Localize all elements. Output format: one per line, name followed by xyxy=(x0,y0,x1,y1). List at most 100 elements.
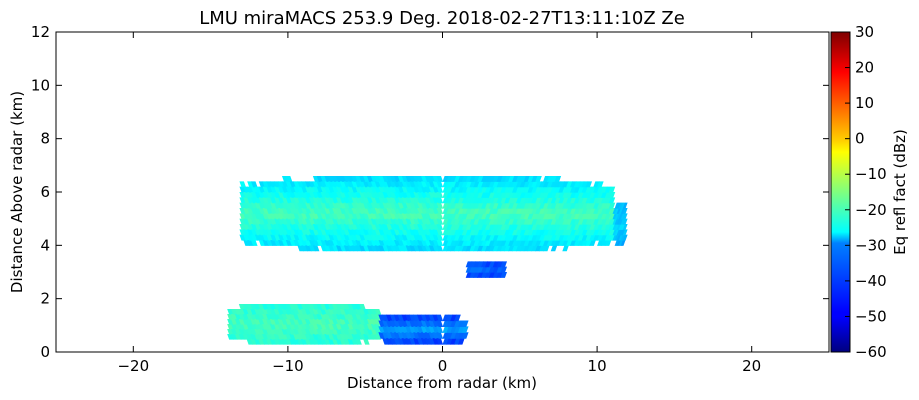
colorbar-tick-label: −30 xyxy=(855,236,887,254)
echo-cell xyxy=(436,245,444,252)
echo-cell xyxy=(420,326,428,333)
colorbar-tick-label: −10 xyxy=(855,165,887,183)
echo-cell xyxy=(616,240,622,246)
echo-cell xyxy=(389,314,397,322)
echo-cell xyxy=(413,326,420,333)
colorbar-tick-label: 30 xyxy=(855,23,874,41)
colorbar-label: Eq refl fact (dBz) xyxy=(891,129,909,255)
echo-cell xyxy=(622,202,628,209)
echo-cell xyxy=(450,338,457,345)
echo-layer xyxy=(227,176,628,345)
echo-cell xyxy=(432,320,440,327)
x-tick-label: −10 xyxy=(272,357,304,375)
echo-cell xyxy=(312,245,320,252)
echo-cell xyxy=(413,314,420,322)
echo-cell xyxy=(397,320,405,327)
echo-cell xyxy=(620,208,626,214)
echo-cell xyxy=(432,314,440,322)
echo-cell xyxy=(393,332,401,339)
colorbar-tick-label: −60 xyxy=(855,343,887,361)
colorbar xyxy=(830,31,851,353)
echo-cell xyxy=(417,314,424,322)
echo-cell xyxy=(612,218,618,225)
colorbar-tick-label: −20 xyxy=(855,201,887,219)
echo-cell xyxy=(355,339,362,345)
echo-cell xyxy=(612,208,618,214)
echo-cell xyxy=(401,338,409,345)
echo-cell xyxy=(363,339,370,345)
echo-cell xyxy=(618,240,624,246)
echo-cell xyxy=(622,224,628,230)
echo-cell xyxy=(428,332,436,339)
echo-cell xyxy=(446,320,454,327)
echo-cell xyxy=(616,202,622,209)
echo-cell xyxy=(618,213,624,220)
echo-cell xyxy=(382,338,389,345)
echo-cell xyxy=(405,338,413,345)
echo-cell xyxy=(454,314,461,322)
echo-cell xyxy=(393,338,401,345)
echo-cell xyxy=(618,229,624,236)
y-tick-label: 6 xyxy=(40,183,50,201)
echo-cell xyxy=(589,240,596,246)
x-axis-label: Distance from radar (km) xyxy=(347,374,537,392)
echo-cell xyxy=(616,224,622,230)
colorbar-tick-label: −40 xyxy=(855,272,887,290)
echo-cell xyxy=(436,224,444,230)
echo-cell xyxy=(442,338,450,345)
echo-cell xyxy=(618,218,624,225)
echo-cell xyxy=(597,181,604,188)
echo-cell xyxy=(618,234,624,241)
echo-cell xyxy=(614,213,620,220)
echo-cell xyxy=(622,229,628,236)
echo-cell xyxy=(618,208,624,214)
echo-cell xyxy=(424,332,432,339)
echo-cell xyxy=(397,314,405,322)
echo-cell xyxy=(436,229,444,236)
echo-cell xyxy=(614,202,620,209)
echo-cell xyxy=(622,213,628,220)
echo-cell xyxy=(436,202,444,209)
echo-cell xyxy=(417,326,424,333)
colorbar-axis: −60 −50 −40 −30 −20 −10 0 10 20 30 xyxy=(845,23,887,361)
echo-cell xyxy=(436,234,444,241)
echo-cell xyxy=(457,326,465,333)
echo-cell xyxy=(409,326,417,333)
echo-cell xyxy=(620,218,626,225)
echo-cell xyxy=(442,332,450,339)
echo-cell xyxy=(446,314,454,322)
echo-cell xyxy=(616,208,622,214)
echo-cell xyxy=(622,218,628,225)
echo-cell xyxy=(608,192,616,198)
x-tick-label: 20 xyxy=(742,357,761,375)
echo-cell xyxy=(409,314,417,322)
echo-cell xyxy=(420,338,428,345)
echo-cell xyxy=(401,320,409,327)
echo-cell xyxy=(405,332,413,339)
y-tick-label: 0 xyxy=(40,343,50,361)
echo-cell xyxy=(405,320,413,327)
echo-cell xyxy=(382,326,389,333)
x-tick-label: 10 xyxy=(588,357,607,375)
echo-cell xyxy=(436,197,444,204)
echo-cell xyxy=(397,338,405,345)
echo-cell xyxy=(620,224,626,230)
echo-cell xyxy=(620,213,626,220)
echo-cell xyxy=(382,332,389,339)
echo-cell xyxy=(436,326,444,333)
y-axis: 0 2 4 6 8 10 12 xyxy=(31,23,829,361)
echo-cell xyxy=(378,332,386,339)
echo-cell xyxy=(432,338,440,345)
echo-cell xyxy=(442,326,450,333)
echo-cell xyxy=(428,326,436,333)
echo-cell xyxy=(450,320,457,327)
echo-cell xyxy=(436,181,444,188)
echo-cell xyxy=(461,320,469,327)
echo-cell xyxy=(612,213,618,220)
echo-cell xyxy=(251,181,258,188)
echo-cell xyxy=(424,320,432,327)
echo-cell xyxy=(436,208,444,214)
echo-cell xyxy=(620,202,626,209)
echo-cell xyxy=(614,218,620,225)
echo-cell xyxy=(386,332,393,339)
